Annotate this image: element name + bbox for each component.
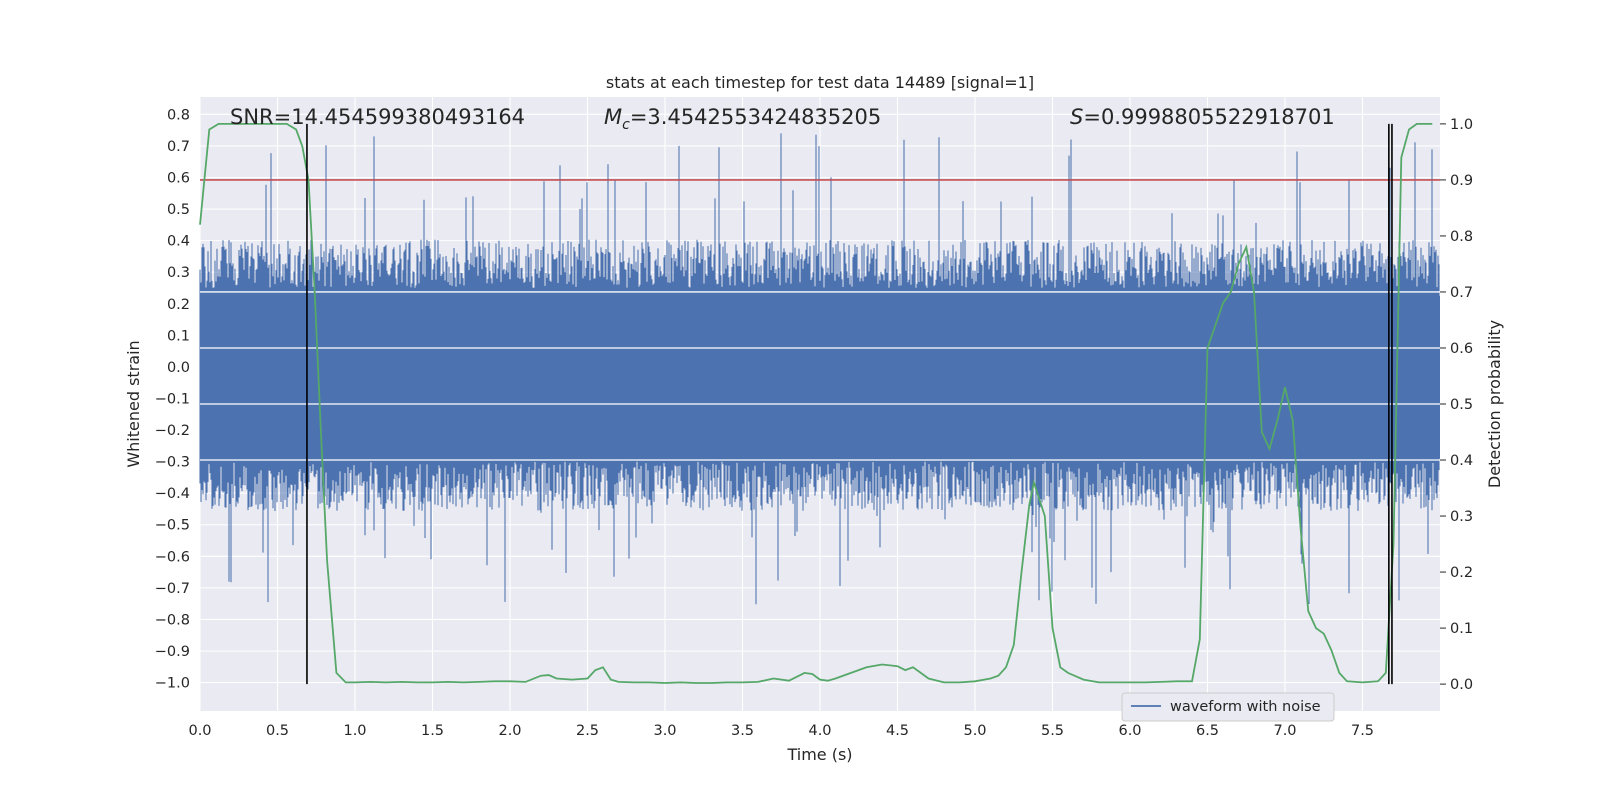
y-tick-label-14: −0.6 <box>155 549 190 565</box>
y2-tick-label-3: 0.7 <box>1450 285 1473 301</box>
legend-box <box>1121 692 1335 722</box>
chirp-mass-annotation: Mc=3.4542553424835205 <box>604 105 881 133</box>
y-tick-label-5: 0.3 <box>167 265 190 281</box>
x-tick-label-1: 0.5 <box>266 723 289 739</box>
y-tick-label-9: −0.1 <box>155 391 190 407</box>
y2-tick-label-8: 0.2 <box>1450 565 1473 581</box>
y-tick-label-11: −0.3 <box>155 455 190 471</box>
y-tick-label-7: 0.1 <box>167 328 190 344</box>
score-annotation: S=0.9998805522918701 <box>1070 105 1335 129</box>
y-tick-label-13: −0.5 <box>155 518 190 534</box>
x-tick-label-2: 1.0 <box>343 723 366 739</box>
y2-tick-label-0: 1.0 <box>1450 117 1473 133</box>
x-axis-label: Time (s) <box>786 745 852 764</box>
y-tick-label-17: −0.9 <box>155 644 190 660</box>
y2-tick-label-2: 0.8 <box>1450 229 1473 245</box>
chirp-mass-subscript: c <box>622 117 630 133</box>
y2-tick-label-9: 0.1 <box>1450 621 1473 637</box>
chirp-mass-value: =3.4542553424835205 <box>630 105 881 129</box>
y2-tick-label-4: 0.6 <box>1450 341 1473 357</box>
x-tick-label-9: 4.5 <box>886 723 909 739</box>
detection-probability-line <box>199 123 1433 684</box>
y-tick-label-6: 0.2 <box>167 297 190 313</box>
y-axis-label: Whitened strain <box>124 340 143 467</box>
x-tick-label-3: 1.5 <box>421 723 444 739</box>
y2-tick-label-5: 0.5 <box>1450 397 1473 413</box>
x-tick-label-15: 7.5 <box>1351 723 1374 739</box>
chirp-mass-symbol: M <box>604 105 622 129</box>
x-tick-label-4: 2.0 <box>498 723 521 739</box>
overlay-grid <box>200 291 1440 461</box>
y-tick-label-0: 0.8 <box>167 107 190 123</box>
y2-tick-label-7: 0.3 <box>1450 509 1473 525</box>
legend-label: waveform with noise <box>1170 699 1321 715</box>
snr-annotation: SNR=14.454599380493164 <box>230 105 525 129</box>
y-tick-label-3: 0.5 <box>167 202 190 218</box>
x-tick-label-14: 7.0 <box>1273 723 1296 739</box>
y-tick-label-12: −0.4 <box>155 486 190 502</box>
markers <box>306 123 1393 685</box>
y2-tick-label-6: 0.4 <box>1450 453 1473 469</box>
detection-probability-series <box>199 123 1440 684</box>
waveform-trace <box>199 133 1440 605</box>
x-tick-label-5: 2.5 <box>576 723 599 739</box>
score-symbol: S <box>1070 105 1083 129</box>
y-tick-label-2: 0.6 <box>167 170 190 186</box>
waveform-with-noise <box>199 133 1440 605</box>
y-tick-label-4: 0.4 <box>167 234 190 250</box>
y-tick-label-1: 0.7 <box>167 139 190 155</box>
y2-tick-label-1: 0.9 <box>1450 173 1473 189</box>
x-tick-label-7: 3.5 <box>731 723 754 739</box>
score-value: =0.9998805522918701 <box>1083 105 1334 129</box>
legend: waveform with noise <box>1121 692 1335 722</box>
x-tick-label-6: 3.0 <box>653 723 676 739</box>
y2-tick-label-10: 0.0 <box>1450 677 1473 693</box>
y-tick-label-16: −0.8 <box>155 612 190 628</box>
x-tick-label-10: 5.0 <box>963 723 986 739</box>
chart-title: stats at each timestep for test data 144… <box>606 73 1034 92</box>
y-tick-labels: 0.8 0.7 0.6 0.5 0.4 0.3 0.2 0.1 0.0 −0.1 −0.2 −0.3 −… <box>155 107 190 691</box>
y-tick-label-10: −0.2 <box>155 423 190 439</box>
y2-axis-label: Detection probability <box>1485 320 1504 488</box>
x-tick-label-0: 0.0 <box>188 723 211 739</box>
x-tick-label-13: 6.5 <box>1196 723 1219 739</box>
y-tick-label-8: 0.0 <box>167 360 190 376</box>
y-tick-label-18: −1.0 <box>155 676 190 692</box>
y2-tick-labels: 1.0 0.9 0.8 0.7 0.6 0.5 0.4 0.3 0.2 0.1 0.0 <box>1440 117 1473 693</box>
y-tick-label-15: −0.7 <box>155 581 190 597</box>
x-tick-label-12: 6.0 <box>1118 723 1141 739</box>
x-tick-label-11: 5.5 <box>1041 723 1064 739</box>
x-tick-labels: 0.0 0.5 1.0 1.5 2.0 2.5 3.0 3.5 4.0 4.5 5.0 5.5 6.0 6… <box>188 723 1374 739</box>
x-tick-label-8: 4.0 <box>808 723 831 739</box>
